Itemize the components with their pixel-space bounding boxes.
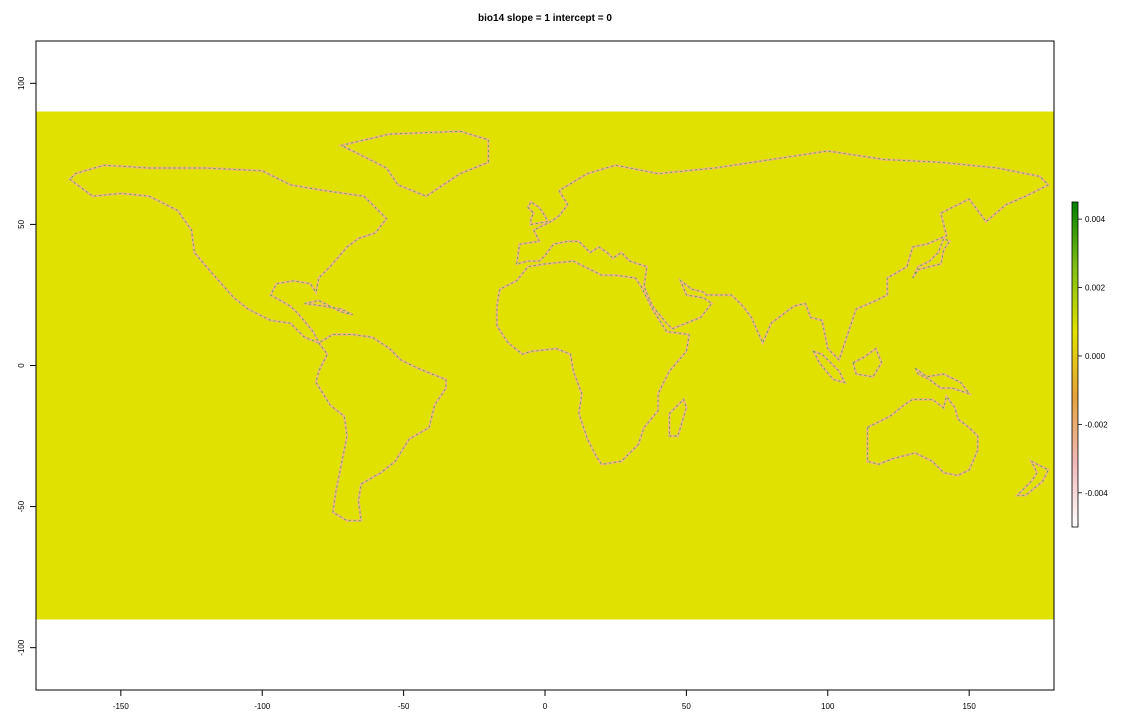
- coast-south-america-positive: [315, 334, 447, 522]
- coast-sumatra-positive: [812, 350, 846, 384]
- coast-africa-positive: [496, 260, 690, 465]
- legend-tick-label: -0.002: [1085, 420, 1108, 429]
- raster-extent: [36, 111, 1054, 620]
- x-tick-label: 100: [821, 702, 835, 711]
- legend-tick-label: 0.002: [1085, 284, 1106, 293]
- coast-new-zealand-positive: [1016, 460, 1049, 496]
- coast-australia-positive: [866, 395, 979, 476]
- legend-tick-label: 0.004: [1085, 215, 1106, 224]
- coast-british-isles-negative: [526, 200, 550, 226]
- y-tick-label: -100: [17, 639, 26, 656]
- y-tick-label: 0: [17, 363, 26, 368]
- legend-tick-label: 0.000: [1085, 352, 1106, 361]
- x-tick-label: -100: [254, 702, 271, 711]
- coast-caribbean-positive: [304, 300, 353, 316]
- coast-north-america-positive: [69, 164, 388, 344]
- x-tick-label: -150: [113, 702, 130, 711]
- chart-title: bio14 slope = 1 intercept = 0: [478, 13, 612, 24]
- x-tick-label: 50: [682, 702, 691, 711]
- coast-new-guinea-negative: [914, 367, 973, 397]
- color-legend: 0.004 0.002 0.000 -0.002 -0.004: [1071, 201, 1108, 528]
- coast-eurasia-positive: [516, 150, 1050, 361]
- coast-borneo-positive: [852, 347, 883, 378]
- y-tick-label: -50: [17, 500, 26, 512]
- raster-layer: [36, 111, 1054, 620]
- x-tick-label: 150: [962, 702, 976, 711]
- y-tick-label: 50: [17, 219, 26, 228]
- legend-tick-label: -0.004: [1085, 489, 1108, 498]
- x-axis: -150 -100 -50 0 50 100 150: [113, 690, 976, 711]
- coast-madagascar-positive: [668, 398, 687, 437]
- y-tick-label: 100: [17, 76, 26, 90]
- legend-color-bar: [1071, 201, 1079, 528]
- x-tick-label: -50: [398, 702, 410, 711]
- x-tick-label: 0: [543, 702, 548, 711]
- coastline-anomalies: [68, 130, 1051, 522]
- coast-japan-positive: [912, 237, 951, 279]
- y-axis: 100 50 0 -50 -100: [17, 76, 36, 656]
- coast-greenland-positive: [340, 130, 489, 197]
